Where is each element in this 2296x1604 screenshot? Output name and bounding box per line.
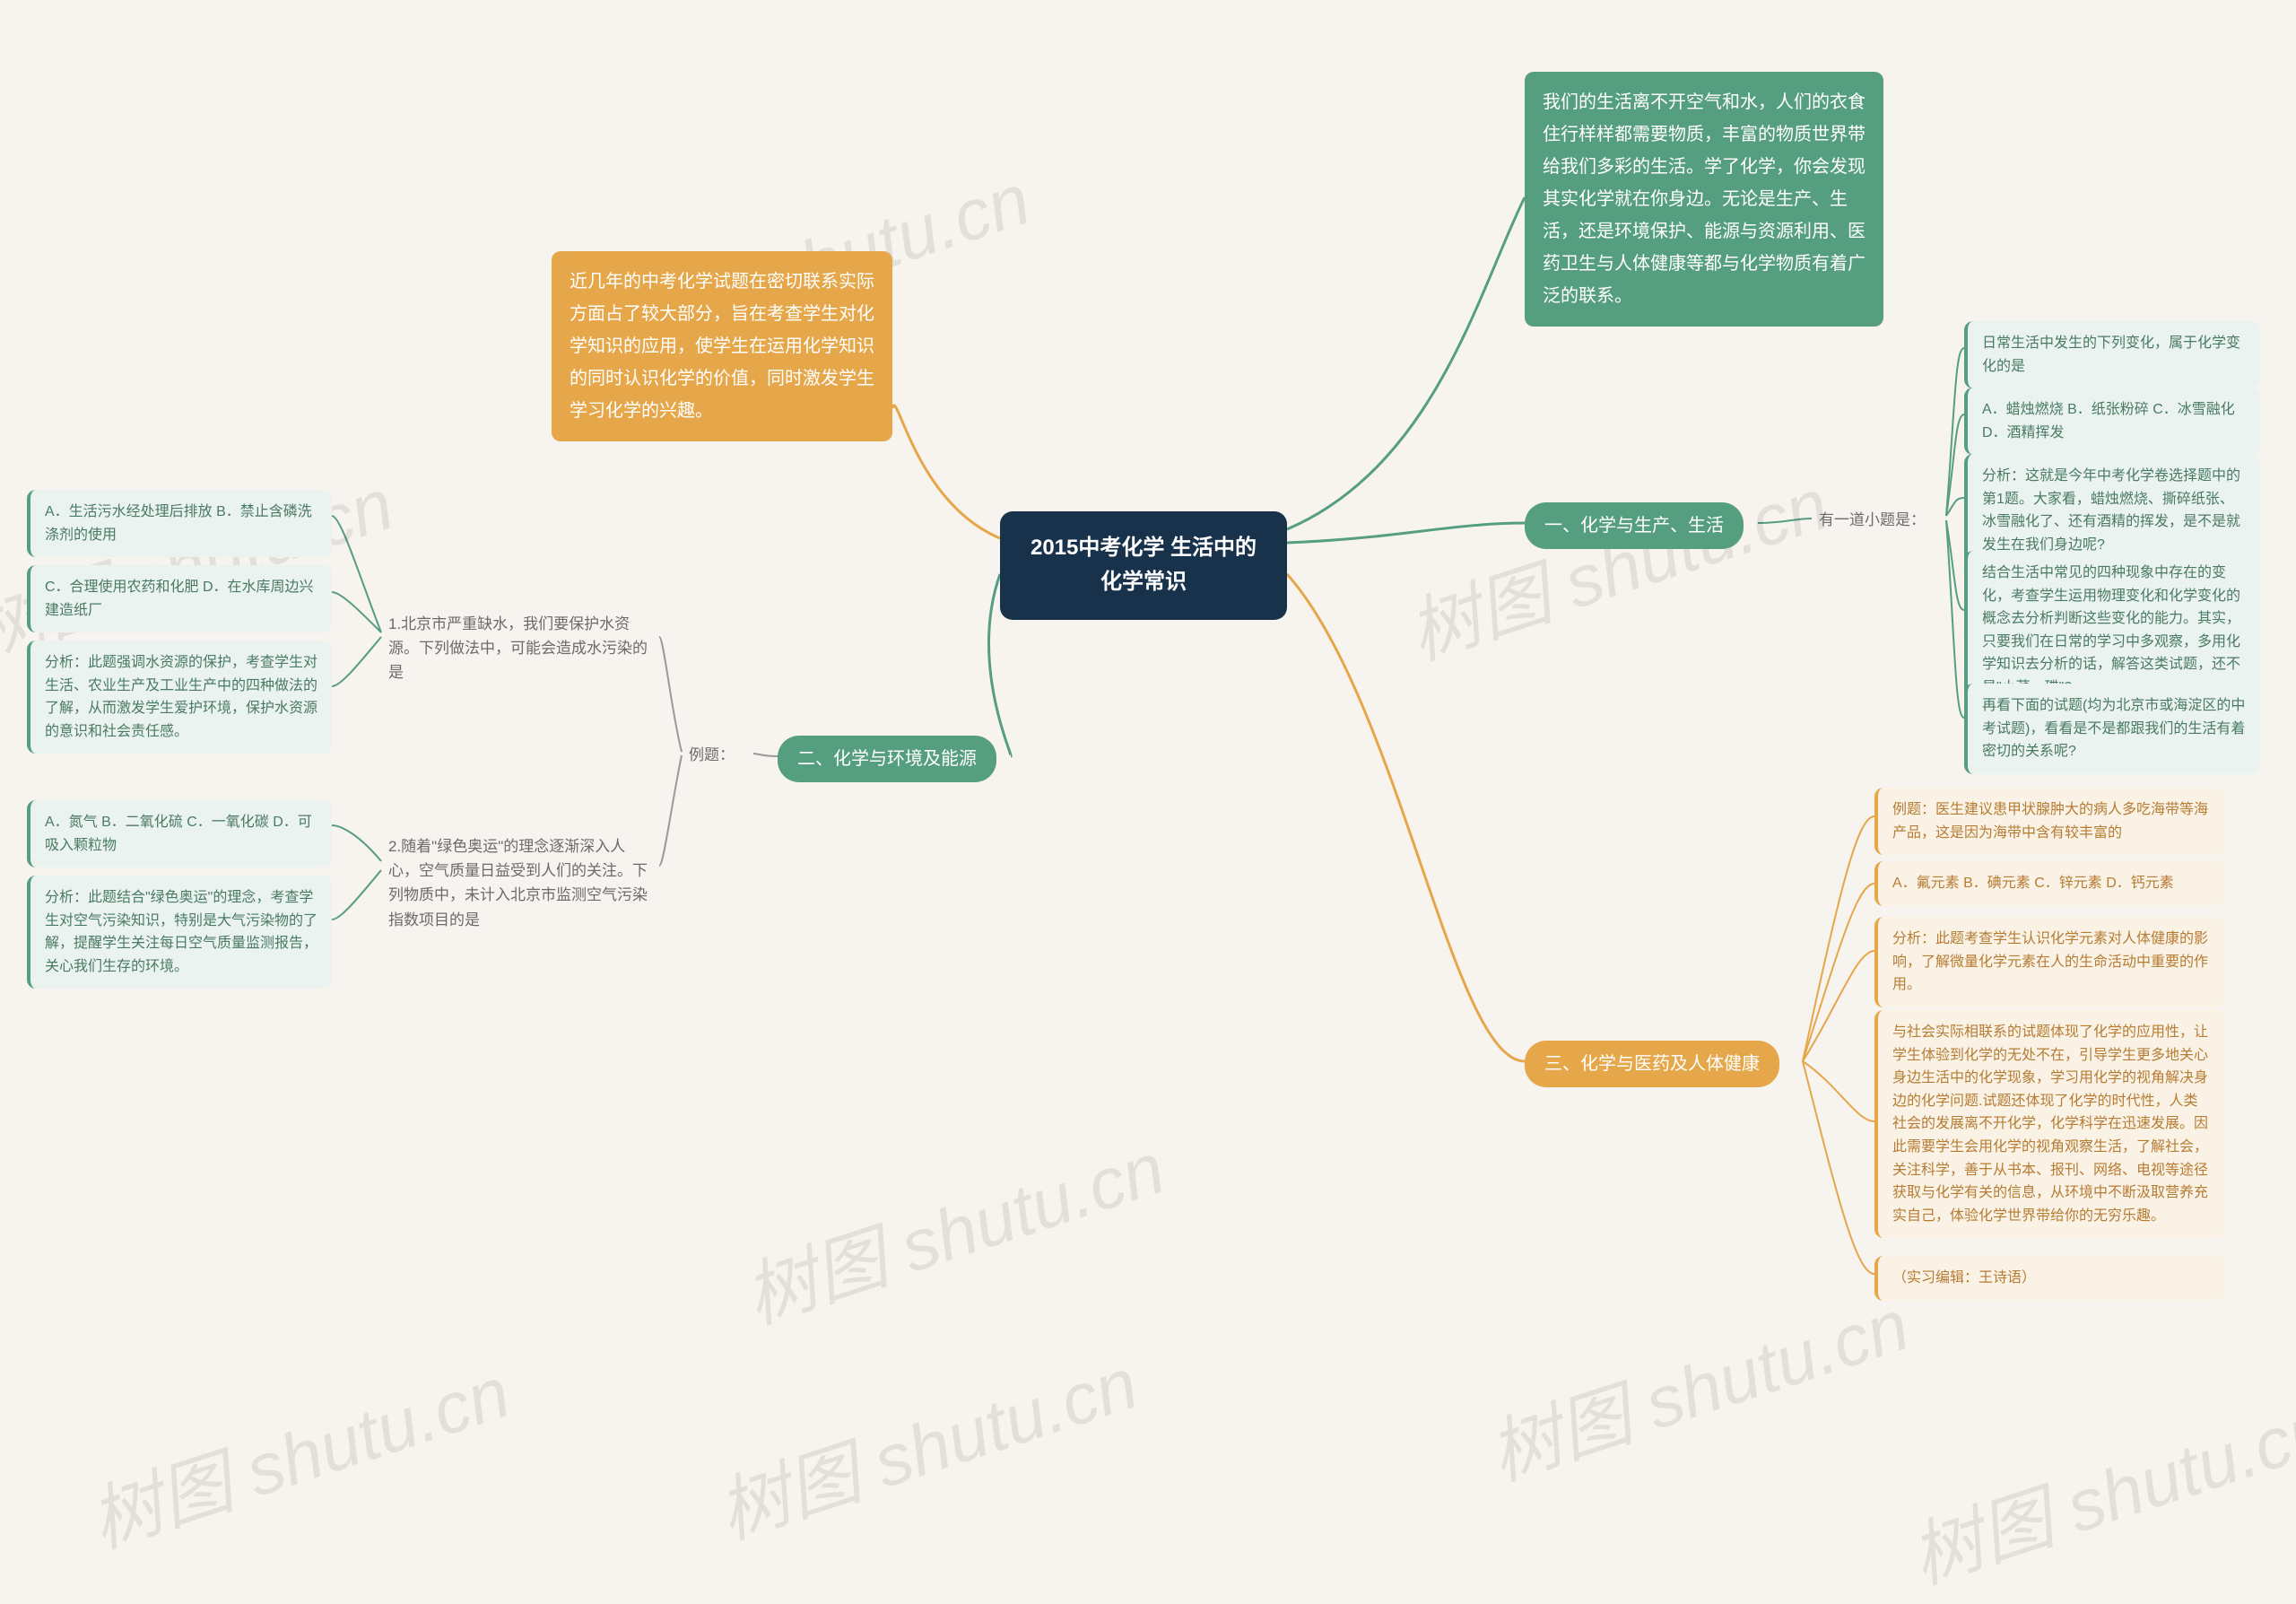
section1-leaf[interactable]: 日常生活中发生的下列变化，属于化学变化的是 <box>1964 321 2260 388</box>
section3-leaf[interactable]: 分析：此题考查学生认识化学元素对人体健康的影响，了解微量化学元素在人的生命活动中… <box>1874 917 2224 1007</box>
intro-green[interactable]: 我们的生活离不开空气和水，人们的衣食住行样样都需要物质，丰富的物质世界带给我们多… <box>1525 72 1883 327</box>
section3-leaf[interactable]: （实习编辑：王诗语） <box>1874 1256 2224 1301</box>
watermark-text: 树图 shutu.cn <box>75 1335 521 1568</box>
section2-sub1-leaf[interactable]: 分析：此题强调水资源的保护，考查学生对生活、农业生产及工业生产中的四种做法的了解… <box>27 641 332 754</box>
section2-sub1-leaf[interactable]: A．生活污水经处理后排放 B．禁止含磷洗涤剂的使用 <box>27 490 332 557</box>
section3-leaf[interactable]: 与社会实际相联系的试题体现了化学的应用性，让学生体验到化学的无处不在，引导学生更… <box>1874 1010 2224 1238</box>
section3-leaf[interactable]: A．氟元素 B．碘元素 C．锌元素 D．钙元素 <box>1874 861 2224 906</box>
mindmap-canvas: 树图 shutu.cn树图 shutu.cn树图 shutu.cn树图 shut… <box>0 0 2296 1447</box>
section2-sub2-leaf[interactable]: A．氮气 B．二氧化硫 C．一氧化碳 D．可吸入颗粒物 <box>27 800 332 867</box>
section2-title[interactable]: 二、化学与环境及能源 <box>778 736 996 782</box>
watermark-text: 树图 shutu.cn <box>1474 1268 1920 1501</box>
root-node[interactable]: 2015中考化学 生活中的化学常识 <box>1000 511 1287 620</box>
section1-lead: 有一道小题是： <box>1812 504 1933 536</box>
section1-leaf[interactable]: A．蜡烛燃烧 B．纸张粉碎 C．冰雪融化 D．酒精挥发 <box>1964 388 2260 455</box>
watermark-text: 树图 shutu.cn <box>730 1111 1176 1344</box>
section2-sub1-title: 1.北京市严重缺水，我们要保护水资源。下列做法中，可能会造成水污染的是 <box>381 608 659 689</box>
section1-leaf[interactable]: 再看下面的试题(均为北京市或海淀区的中考试题)，看看是不是都跟我们的生活有着密切… <box>1964 684 2260 774</box>
section1-title[interactable]: 一、化学与生产、生活 <box>1525 502 1744 549</box>
section2-sub1-leaf[interactable]: C．合理使用农药和化肥 D．在水库周边兴建造纸厂 <box>27 565 332 632</box>
watermark-text: 树图 shutu.cn <box>703 1326 1149 1559</box>
section2-sub2-title: 2.随着"绿色奥运"的理念逐渐深入人心，空气质量日益受到人们的关注。下列物质中，… <box>381 831 659 936</box>
watermark-text: 树图 shutu.cn <box>1394 447 1839 680</box>
intro-orange[interactable]: 近几年的中考化学试题在密切联系实际方面占了较大部分，旨在考查学生对化学知识的应用… <box>552 251 892 441</box>
section3-leaf[interactable]: 例题：医生建议患甲状腺肿大的病人多吃海带等海产品，这是因为海带中含有较丰富的 <box>1874 788 2224 855</box>
section2-lead: 例题： <box>682 739 742 771</box>
watermark-text: 树图 shutu.cn <box>1896 1371 2296 1604</box>
section2-sub2-leaf[interactable]: 分析：此题结合"绿色奥运"的理念，考查学生对空气污染知识，特别是大气污染物的了解… <box>27 876 332 989</box>
section3-title[interactable]: 三、化学与医药及人体健康 <box>1525 1041 1779 1087</box>
